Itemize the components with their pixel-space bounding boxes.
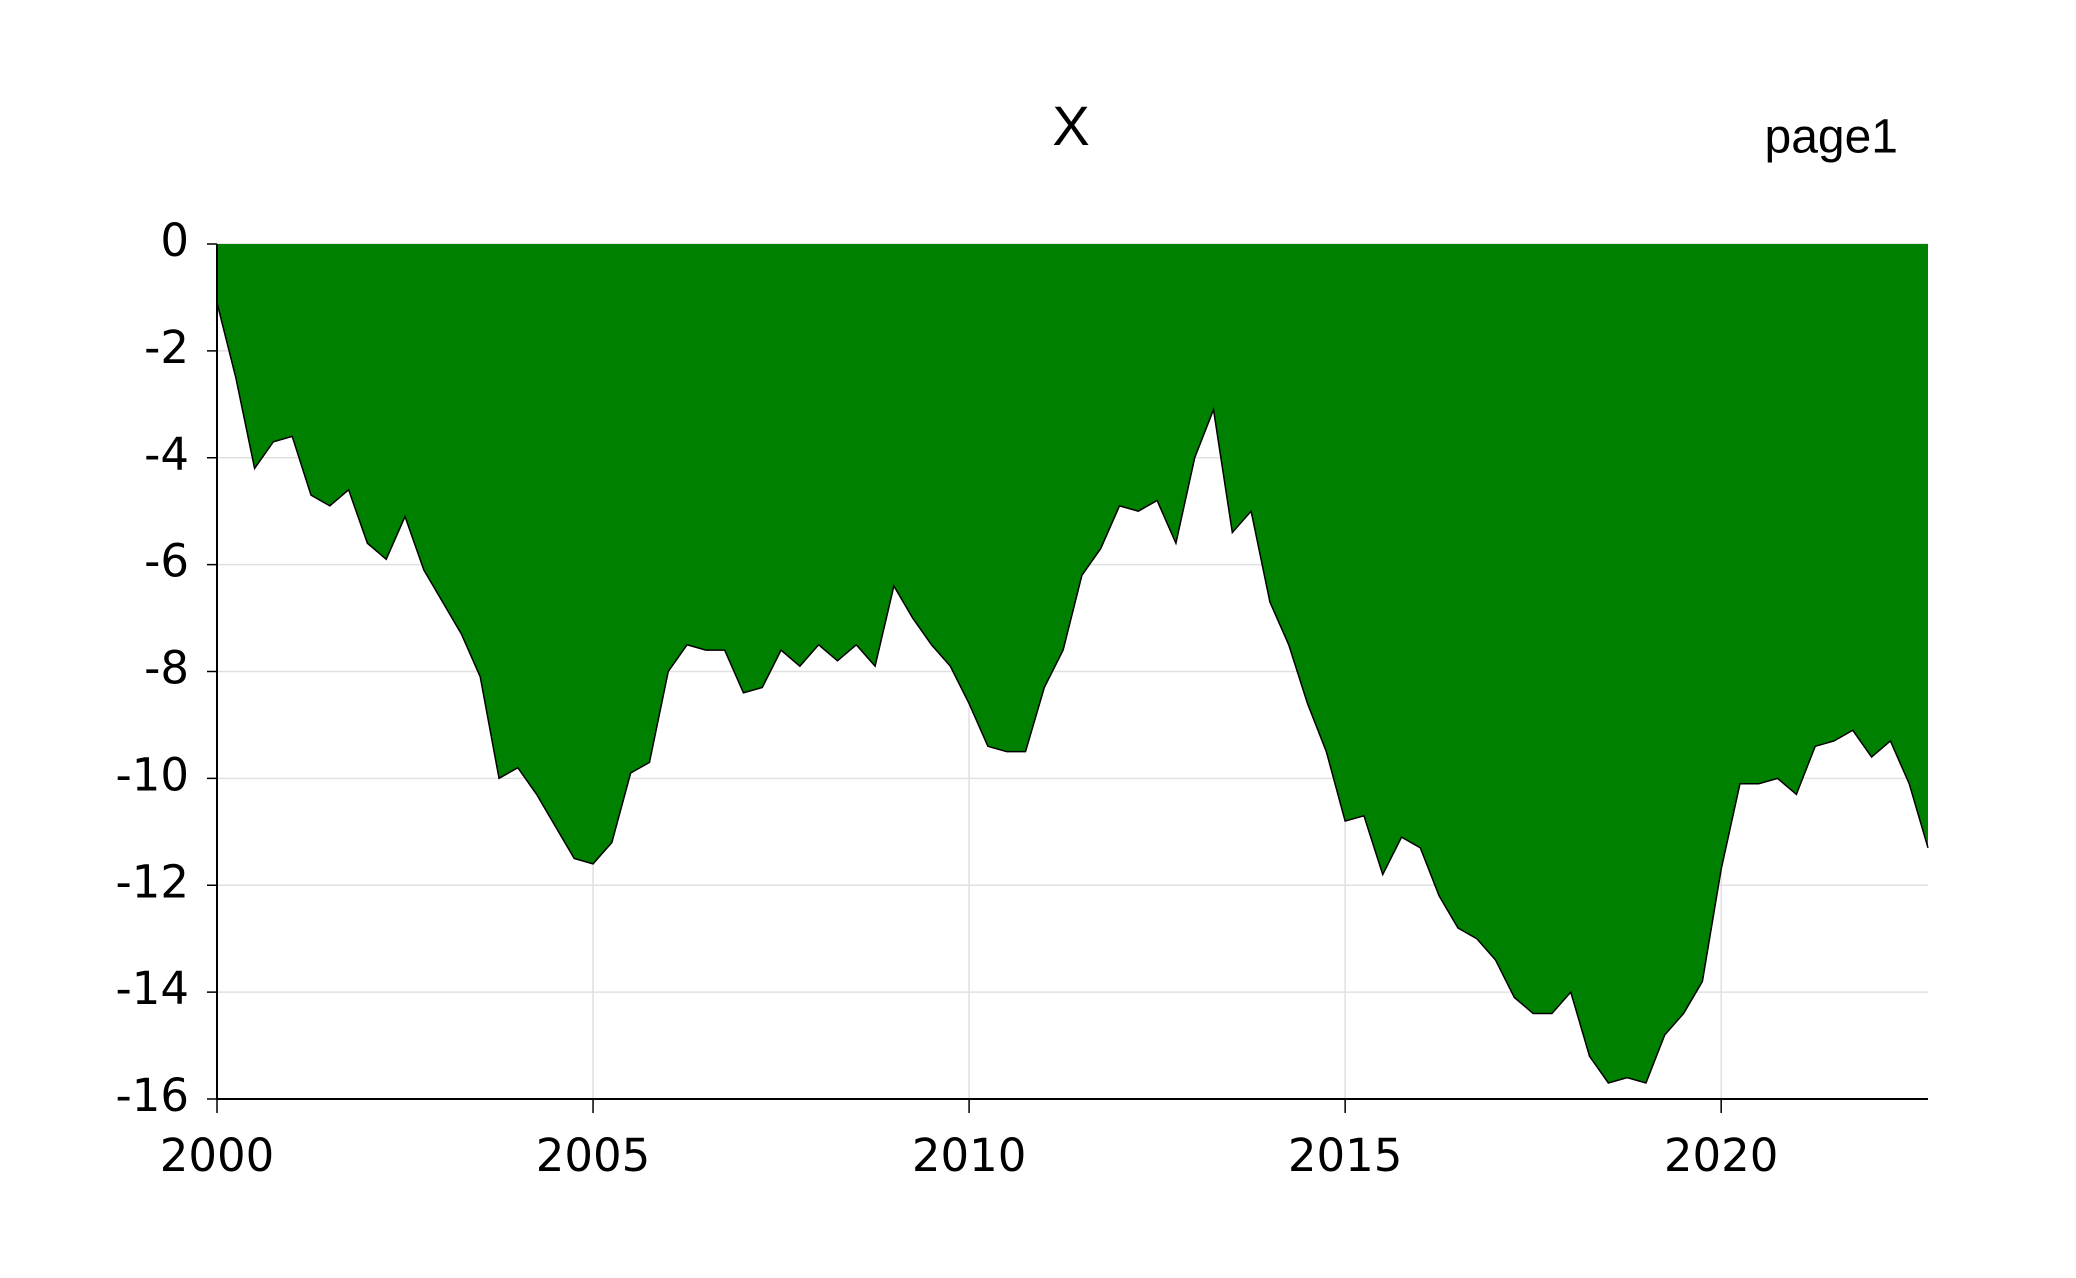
- y-tick-label: -2: [144, 321, 189, 374]
- x-tick-label: 2015: [1288, 1129, 1403, 1182]
- y-tick-label: -6: [144, 535, 189, 588]
- y-tick-label: -8: [144, 642, 189, 695]
- x-tick-label: 2000: [160, 1129, 275, 1182]
- y-tick-label: -4: [144, 428, 189, 481]
- page-label: page1: [1765, 111, 1898, 164]
- chart-title: X: [1052, 94, 1089, 157]
- x-tick-label: 2005: [536, 1129, 651, 1182]
- area: [217, 244, 1928, 1083]
- y-tick-label: -12: [116, 855, 190, 908]
- y-tick-label: -14: [116, 962, 190, 1015]
- y-tick-label: -10: [116, 748, 190, 801]
- area-outline: [216, 302, 1929, 1084]
- y-tick-label: 0: [160, 214, 189, 267]
- x-tick-label: 2010: [912, 1129, 1027, 1182]
- x-tick-label: 2020: [1664, 1129, 1779, 1182]
- y-tick-label: -16: [116, 1069, 190, 1122]
